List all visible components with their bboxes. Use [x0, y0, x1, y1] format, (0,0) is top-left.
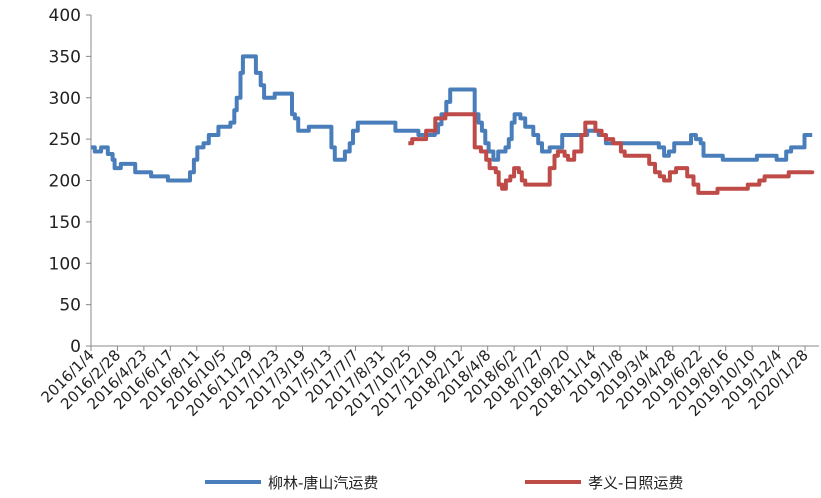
series-lines: [90, 54, 815, 195]
y-tick-label: 50: [59, 296, 81, 316]
series-line-1: [91, 54, 813, 183]
y-tick-label: 200: [49, 172, 81, 192]
y-tick-label: 250: [49, 130, 81, 150]
y-tick-label: 350: [49, 47, 81, 67]
x-tick-labels: 2016/1/42016/2/282016/4/232016/6/172016/…: [37, 346, 811, 420]
legend-label-1: 柳林-唐山汽运费: [268, 474, 378, 492]
series-line-2: [408, 112, 815, 195]
legend-label-2: 孝义-日照运费: [588, 474, 683, 492]
y-tick-label: 300: [49, 89, 81, 109]
axes: 0 50 100 150 200 250 300 350 400: [49, 6, 819, 357]
y-tick-label: 400: [49, 6, 81, 26]
legend: 柳林-唐山汽运费 孝义-日照运费: [205, 474, 683, 492]
y-tick-label: 100: [49, 254, 81, 274]
y-tick-label: 150: [49, 213, 81, 233]
y-tick-label: 0: [70, 337, 81, 357]
